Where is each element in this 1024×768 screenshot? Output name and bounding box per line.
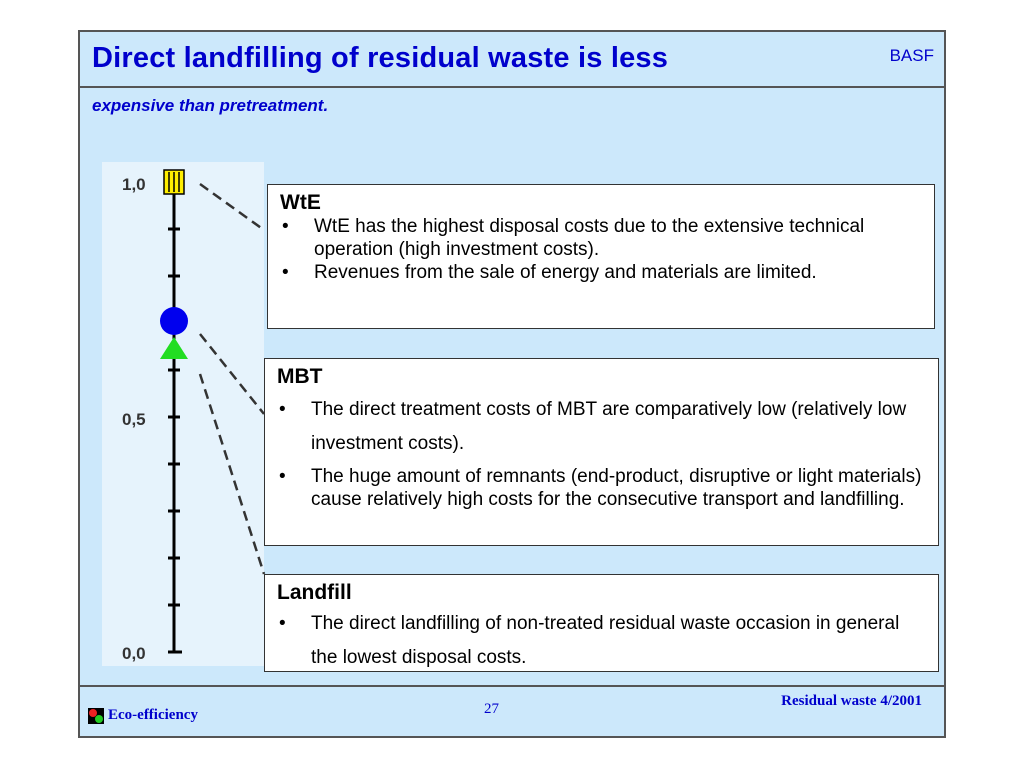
eco-efficiency-icon <box>88 707 104 724</box>
footer-left-text: Eco-efficiency <box>108 707 198 723</box>
bullet-icon: • <box>282 216 289 237</box>
slide-footer: Eco-efficiency 27 Residual waste 4/2001 <box>80 685 944 736</box>
scale-label-bottom: 0,0 <box>122 644 146 663</box>
slide-subtitle: expensive than pretreatment. <box>92 96 329 115</box>
wte-title: WtE <box>280 191 321 214</box>
page-number: 27 <box>484 701 499 717</box>
bullet-icon: • <box>279 466 286 487</box>
list-item: • Revenues from the sale of energy and ma… <box>282 262 817 283</box>
cost-scale-graphic: 1,0 0,5 0,0 <box>122 169 188 663</box>
landfill-bullet-list: • The direct landfilling of non-treated r… <box>277 607 926 675</box>
wte-bullet-list: • WtE has the highest disposal costs due … <box>280 215 922 284</box>
slide-header: Direct landfilling of residual waste is … <box>80 32 944 88</box>
landfill-title: Landfill <box>277 581 352 604</box>
brand-logo: BASF <box>889 46 934 65</box>
list-item: • The direct treatment costs of MBT are c… <box>277 393 926 461</box>
list-item: • The huge amount of remnants (end-produc… <box>279 466 922 510</box>
landfill-marker-icon <box>160 337 188 359</box>
mbt-title: MBT <box>277 365 323 388</box>
bullet-icon: • <box>282 262 289 283</box>
scale-label-top: 1,0 <box>122 175 146 194</box>
list-item: • WtE has the highest disposal costs due … <box>282 216 865 260</box>
landfill-box: Landfill • The direct landfilling of non-… <box>264 574 939 672</box>
slide-title: Direct landfilling of residual waste is … <box>92 42 669 74</box>
footer-right-text: Residual waste 4/2001 <box>781 693 922 709</box>
scale-label-mid: 0,5 <box>122 410 146 429</box>
mbt-marker-icon <box>160 307 188 335</box>
mbt-bullet-list: • The direct treatment costs of MBT are c… <box>277 393 926 511</box>
list-item: • The direct landfilling of non-treated r… <box>277 607 926 675</box>
slide: Direct landfilling of residual waste is … <box>78 30 946 738</box>
bullet-icon: • <box>279 613 286 634</box>
wte-marker-icon <box>163 169 185 195</box>
cost-scale: 1,0 0,5 0,0 <box>102 162 264 666</box>
bullet-icon: • <box>279 399 286 420</box>
mbt-box: MBT • The direct treatment costs of MBT a… <box>264 358 939 546</box>
wte-box: WtE • WtE has the highest disposal costs … <box>267 184 935 329</box>
footer-eco-efficiency: Eco-efficiency <box>88 707 198 724</box>
